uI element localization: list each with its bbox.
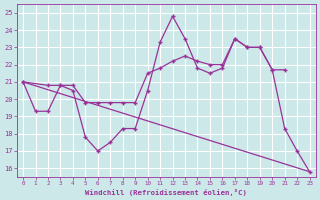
X-axis label: Windchill (Refroidissement éolien,°C): Windchill (Refroidissement éolien,°C) bbox=[85, 189, 247, 196]
